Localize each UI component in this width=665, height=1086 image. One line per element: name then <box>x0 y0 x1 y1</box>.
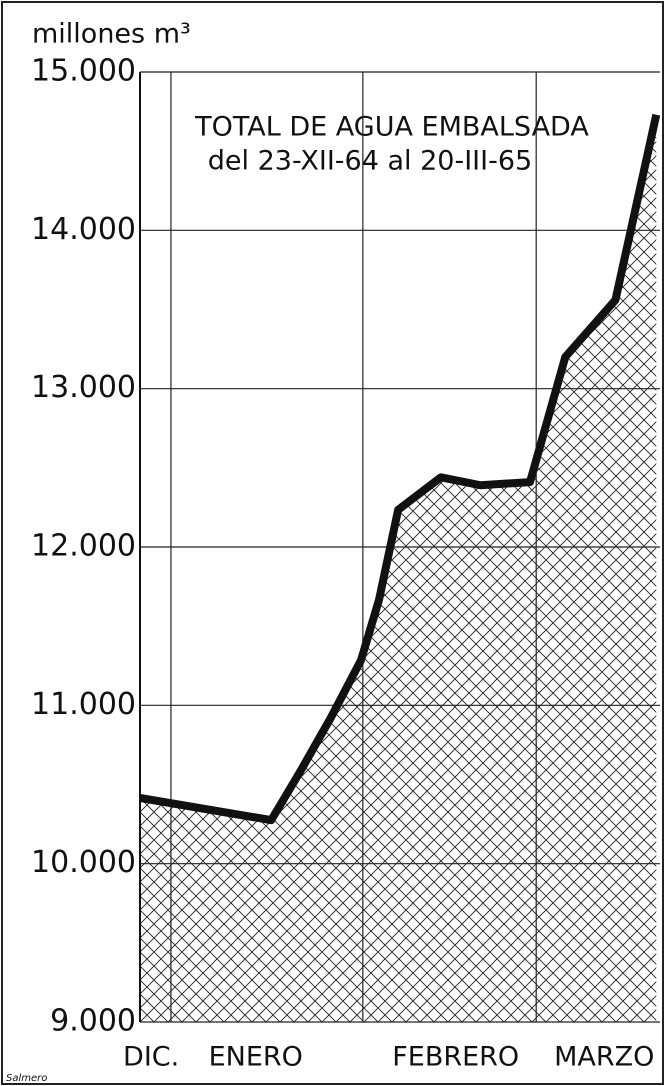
y-tick-label: 15.000 <box>31 54 136 89</box>
area-fill <box>140 114 657 1022</box>
y-axis-label: millones m³ <box>32 19 191 50</box>
chart-subtitle: del 23-XII-64 al 20-III-65 <box>208 146 532 177</box>
chart-title: TOTAL DE AGUA EMBALSADA <box>194 112 589 143</box>
line <box>139 113 661 825</box>
x-tick-label: ENERO <box>209 1042 303 1073</box>
x-tick-label: MARZO <box>554 1042 654 1073</box>
x-tick-label: DIC. <box>123 1042 179 1073</box>
y-tick-label: 11.000 <box>31 687 136 722</box>
x-tick-label: FEBRERO <box>392 1042 519 1073</box>
signature: Salmero <box>6 1073 47 1084</box>
y-tick-label: 9.000 <box>50 1004 136 1039</box>
y-tick-label: 12.000 <box>31 529 136 564</box>
y-tick-label: 10.000 <box>31 845 136 880</box>
y-tick-label: 13.000 <box>31 370 136 405</box>
y-tick-label: 14.000 <box>31 212 136 247</box>
